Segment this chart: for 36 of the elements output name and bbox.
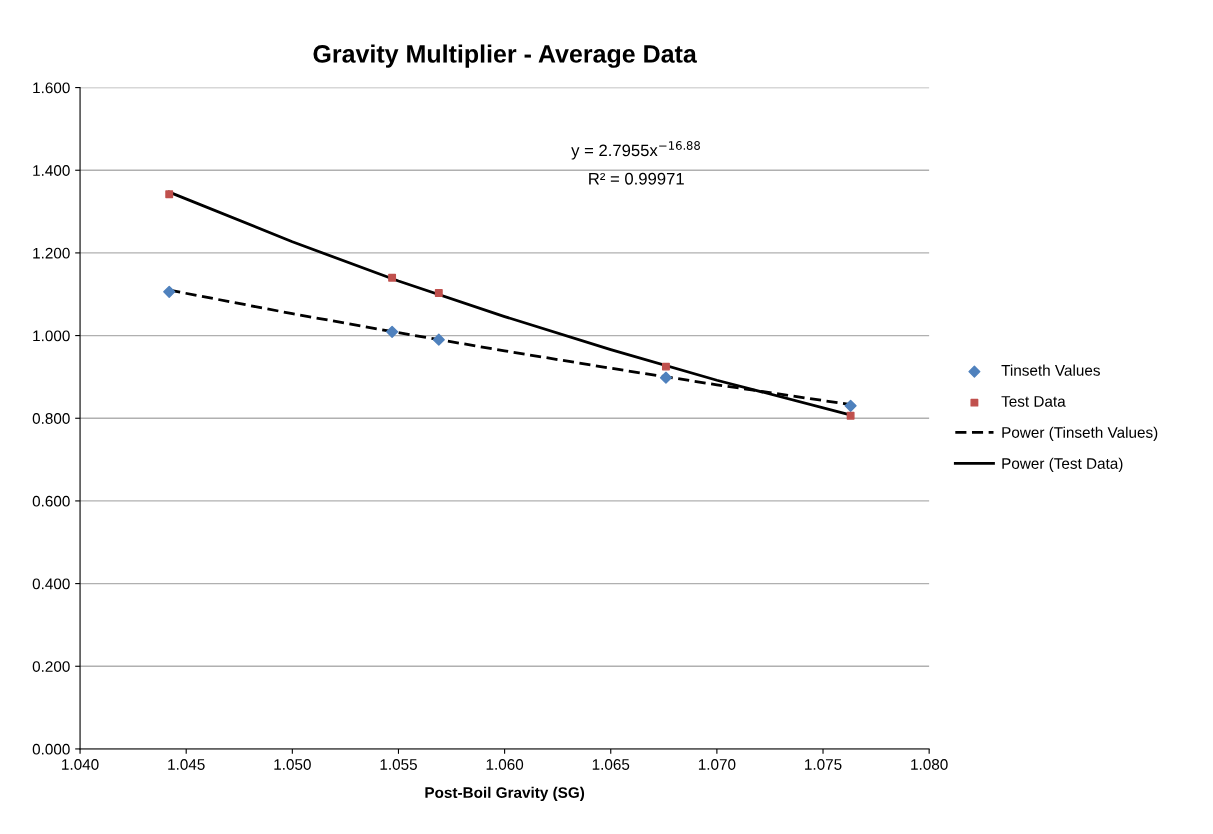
legend-label: Power (Test Data) bbox=[1002, 457, 1123, 472]
y-tick-label: 0.200 bbox=[32, 661, 70, 672]
point bbox=[846, 411, 855, 420]
chart-title: Gravity Multiplier - Average Data bbox=[313, 44, 697, 68]
point bbox=[844, 399, 857, 412]
point bbox=[388, 273, 397, 282]
y-tick-label: 0.400 bbox=[32, 578, 70, 590]
legend-label: Tinseth Values bbox=[1001, 364, 1100, 376]
point bbox=[661, 362, 670, 371]
point bbox=[163, 285, 176, 298]
point bbox=[434, 289, 443, 297]
y-tick-label: 1.400 bbox=[33, 165, 70, 176]
y-tick-label: 1.000 bbox=[33, 330, 70, 342]
point bbox=[386, 325, 399, 338]
x-tick-label: 1.080 bbox=[911, 759, 948, 770]
annotation: y = 2.7955x$^{−16.88}$ bbox=[571, 141, 700, 160]
y-tick-label: 0.600 bbox=[32, 495, 70, 507]
y-tick-label: 1.200 bbox=[33, 247, 70, 259]
x-tick-label: 1.065 bbox=[592, 759, 630, 770]
point bbox=[165, 190, 174, 199]
x-tick-label: 1.045 bbox=[168, 759, 205, 770]
annotation: R² = 0.99971 bbox=[589, 172, 684, 185]
x-tick-label: 1.075 bbox=[805, 759, 842, 770]
x-tick-label: 1.070 bbox=[698, 759, 736, 770]
point bbox=[432, 333, 445, 346]
y-tick-label: 0.800 bbox=[32, 413, 70, 424]
x-tick-label: 1.050 bbox=[274, 759, 311, 770]
x-tick-label: 1.060 bbox=[486, 759, 524, 770]
point bbox=[659, 371, 673, 384]
x-tick-label: 1.055 bbox=[380, 759, 417, 770]
x-tick-label: 1.040 bbox=[62, 759, 99, 770]
legend-label: Test Data bbox=[1001, 396, 1066, 407]
y-tick-label: 1.600 bbox=[33, 82, 70, 94]
legend-label: Power (Tinseth Values) bbox=[1002, 426, 1158, 441]
y-tick-label: 0.000 bbox=[32, 743, 70, 755]
x-axis-title: Post-Boil Gravity (SG) bbox=[425, 786, 585, 802]
